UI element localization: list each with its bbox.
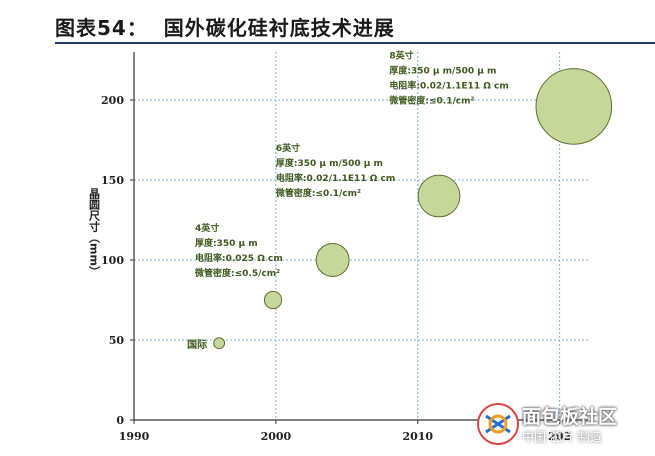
watermark-logo-icon bbox=[477, 403, 519, 445]
y-tick-label: 200 bbox=[101, 94, 124, 107]
data-bubble bbox=[263, 290, 283, 310]
y-tick-label: 150 bbox=[101, 174, 124, 187]
annotation-line: 厚度:350 μ m/500 μ m bbox=[276, 157, 383, 169]
annotation-line: 电阻率:0.02/1.1E11 Ω cm bbox=[389, 79, 508, 91]
watermark-subtitle: 中国·芯片 制造 bbox=[522, 430, 602, 444]
annotation-line: 4英寸 bbox=[195, 222, 219, 234]
annotation-line: 微管密度:≤0.5/cm² bbox=[194, 267, 280, 279]
chart-title: 图表54： 国外碳化硅衬底技术进展 bbox=[55, 16, 395, 40]
data-bubble bbox=[417, 174, 461, 218]
y-tick-label: 100 bbox=[101, 254, 124, 267]
x-tick-label: 2000 bbox=[261, 430, 292, 443]
annotation-line: 电阻率:0.02/1.1E11 Ω cm bbox=[276, 172, 395, 184]
annotation-line: 微管密度:≤0.1/cm² bbox=[275, 187, 361, 199]
annotation-line: 8英寸 bbox=[389, 49, 413, 61]
x-tick-label: 202 bbox=[548, 430, 571, 443]
data-bubble bbox=[213, 337, 226, 350]
y-axis-label: 晶圆尺寸（mm） bbox=[88, 188, 102, 277]
watermark-brand: 面包板社区 bbox=[522, 406, 618, 428]
annotation-label: 国际 bbox=[187, 339, 207, 351]
y-tick-label: 50 bbox=[109, 334, 125, 347]
annotation-line: 厚度:350 μ m bbox=[195, 237, 258, 249]
annotation-line: 微管密度:≤0.1/cm² bbox=[388, 94, 474, 106]
annotation-line: 6英寸 bbox=[276, 142, 300, 154]
chart-title-bar: 图表54： 国外碳化硅衬底技术进展 bbox=[55, 8, 655, 44]
data-bubble bbox=[315, 243, 350, 277]
data-bubble bbox=[535, 68, 613, 145]
watermark: 面包板社区 中国·芯片 制造 bbox=[472, 398, 655, 456]
y-tick-label: 0 bbox=[116, 414, 124, 427]
annotation-line: 电阻率:0.025 Ω cm bbox=[195, 252, 283, 264]
x-tick-label: 1990 bbox=[119, 430, 150, 443]
annotation-line: 厚度:350 μ m/500 μ m bbox=[389, 64, 496, 76]
x-tick-label: 2010 bbox=[402, 430, 433, 443]
